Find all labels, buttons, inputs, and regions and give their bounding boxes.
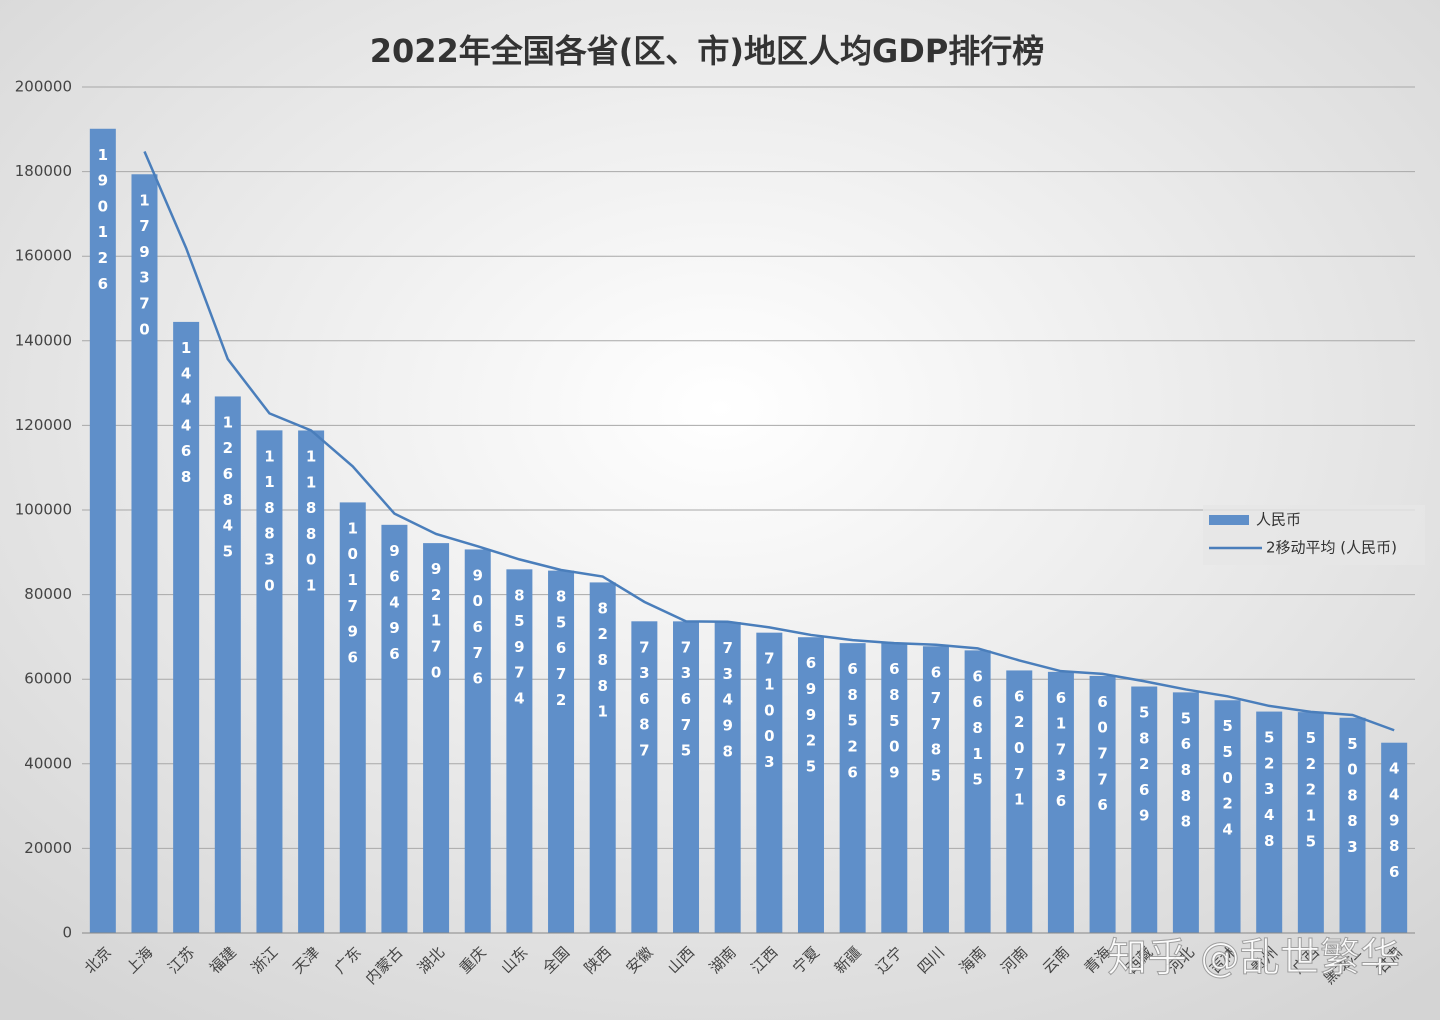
bar bbox=[1256, 711, 1283, 933]
y-tick-label: 140000 bbox=[15, 331, 72, 349]
bar bbox=[1381, 742, 1408, 933]
bar bbox=[1047, 671, 1074, 933]
bar bbox=[714, 622, 741, 933]
bar bbox=[548, 570, 575, 933]
bar bbox=[1131, 686, 1158, 933]
legend-label: 人民币 bbox=[1256, 511, 1301, 529]
bar bbox=[756, 632, 783, 933]
legend-label: 2移动平均 (人民币) bbox=[1266, 539, 1397, 557]
bar bbox=[797, 637, 824, 933]
bar bbox=[256, 430, 283, 933]
line bbox=[143, 151, 1395, 732]
y-tick-label: 40000 bbox=[24, 754, 72, 772]
y-tick-label: 20000 bbox=[24, 839, 72, 857]
legend-swatch bbox=[1209, 515, 1249, 525]
y-tick-label: 160000 bbox=[15, 247, 72, 265]
bar bbox=[631, 621, 658, 933]
bar bbox=[922, 646, 949, 933]
y-tick-label: 0 bbox=[62, 924, 72, 942]
y-tick-label: 200000 bbox=[15, 78, 72, 96]
bar bbox=[964, 650, 991, 933]
bar bbox=[1297, 712, 1324, 933]
bar bbox=[464, 549, 491, 933]
bar bbox=[1214, 700, 1241, 933]
bar bbox=[1172, 692, 1199, 933]
bar bbox=[506, 569, 533, 933]
bar bbox=[298, 430, 325, 933]
y-tick-label: 100000 bbox=[15, 501, 72, 519]
bar bbox=[1339, 717, 1366, 933]
bar bbox=[839, 643, 866, 933]
bar bbox=[339, 502, 366, 933]
bar bbox=[89, 128, 116, 933]
legend: 人民币 2移动平均 (人民币) bbox=[1203, 505, 1425, 565]
y-tick-label: 60000 bbox=[24, 670, 72, 688]
chart-title: 2022年全国各省(区、市)地区人均GDP排行榜 bbox=[370, 32, 1045, 70]
bar bbox=[673, 621, 700, 933]
bar bbox=[173, 321, 200, 933]
bar bbox=[1006, 670, 1033, 933]
watermark: 知乎 @乱世繁华 bbox=[1107, 935, 1400, 981]
y-tick-label: 180000 bbox=[15, 162, 72, 180]
bar bbox=[423, 543, 450, 933]
y-tick-label: 80000 bbox=[24, 585, 72, 603]
bar bbox=[131, 174, 158, 933]
bar bbox=[1089, 675, 1116, 933]
y-tick-label: 120000 bbox=[15, 416, 72, 434]
bar bbox=[589, 582, 616, 933]
bar bbox=[381, 524, 408, 933]
bar bbox=[214, 396, 241, 933]
bar bbox=[881, 643, 908, 933]
